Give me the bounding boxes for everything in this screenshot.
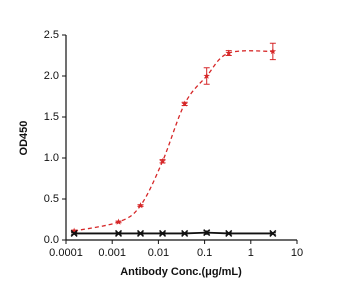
- point: [269, 229, 277, 237]
- point: [203, 72, 210, 79]
- y-tick-label: 2.0: [44, 70, 59, 82]
- point: [181, 229, 189, 237]
- point: [181, 100, 188, 107]
- y-tick-label: 1.0: [44, 152, 59, 164]
- x-tick-label: 0.0001: [49, 247, 83, 259]
- x-tick-label: 10: [291, 247, 303, 259]
- y-tick-label: 0.5: [44, 193, 59, 205]
- point: [70, 227, 78, 234]
- x-tick-label: 0.001: [98, 247, 126, 259]
- point: [114, 229, 123, 237]
- point: [115, 218, 122, 225]
- x-axis-title: Antibody Conc.(μg/mL): [120, 266, 242, 278]
- point: [225, 49, 232, 56]
- point: [203, 229, 211, 237]
- x-tick-label: 0.01: [148, 247, 169, 259]
- point: [159, 157, 166, 165]
- series-line: [74, 50, 273, 232]
- y-tick-label: 0.0: [44, 234, 59, 246]
- x-tick-label: 1: [248, 247, 254, 259]
- series-line: [74, 231, 273, 235]
- y-axis-title: OD450: [18, 121, 30, 156]
- y-tick-label: 1.5: [44, 111, 59, 123]
- point: [225, 229, 233, 237]
- y-tick-label: 2.5: [44, 29, 59, 41]
- point: [136, 229, 145, 237]
- x-tick-label: 0.1: [197, 247, 212, 259]
- point: [137, 202, 144, 209]
- point: [269, 48, 277, 55]
- point: [159, 229, 167, 237]
- point: [70, 229, 78, 237]
